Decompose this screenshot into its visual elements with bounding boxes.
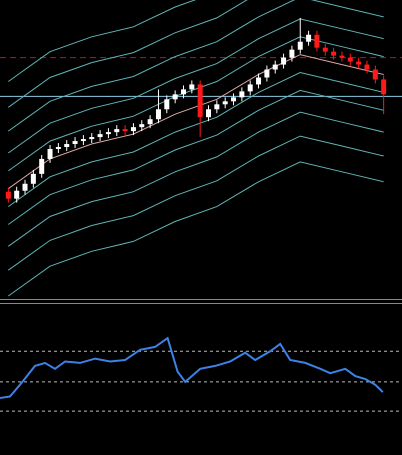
candle-body bbox=[22, 183, 28, 191]
candle-body bbox=[5, 191, 11, 199]
candle-body bbox=[247, 84, 253, 92]
candle-body bbox=[130, 127, 136, 132]
candle-body bbox=[80, 139, 86, 142]
candle-body bbox=[372, 69, 378, 80]
candle-body bbox=[47, 149, 53, 159]
candle-body bbox=[39, 158, 45, 174]
candle-body bbox=[155, 109, 161, 120]
band-line bbox=[8, 0, 248, 108]
band-line bbox=[8, 18, 384, 154]
candle-body bbox=[105, 132, 111, 135]
candle-body bbox=[147, 119, 153, 125]
candle-body bbox=[264, 69, 270, 78]
candle-body bbox=[289, 49, 295, 58]
candle-body bbox=[364, 64, 370, 70]
band-line bbox=[8, 135, 384, 271]
candle-body bbox=[97, 134, 103, 138]
candle-body bbox=[222, 101, 228, 105]
candle-body bbox=[381, 79, 387, 95]
candle-body bbox=[164, 99, 170, 110]
candle-body bbox=[347, 57, 353, 62]
candle-body bbox=[272, 64, 278, 70]
candle-body bbox=[64, 144, 70, 148]
candle-body bbox=[256, 77, 262, 85]
candle-body bbox=[139, 124, 145, 128]
candle-body bbox=[356, 61, 362, 65]
candle-body bbox=[281, 57, 287, 65]
candle-body bbox=[214, 104, 220, 110]
candle-body bbox=[231, 97, 237, 102]
candle-body bbox=[114, 129, 120, 133]
candle-body bbox=[172, 94, 178, 100]
band-line bbox=[8, 89, 384, 225]
band-line bbox=[8, 36, 384, 172]
candle-body bbox=[339, 55, 345, 58]
candle-body bbox=[122, 129, 128, 132]
candle-body bbox=[14, 190, 20, 199]
band-line bbox=[8, 0, 384, 132]
band-line bbox=[8, 161, 384, 297]
candle-body bbox=[55, 147, 61, 149]
oscillator-line bbox=[0, 336, 384, 399]
band-line bbox=[8, 111, 384, 247]
candle-body bbox=[331, 51, 337, 56]
band-line bbox=[8, 71, 384, 208]
candle-body bbox=[89, 137, 95, 140]
candle-body bbox=[314, 34, 320, 48]
candle-body bbox=[239, 91, 245, 98]
candle-body bbox=[30, 173, 36, 184]
band-line bbox=[8, 0, 197, 82]
candle-body bbox=[72, 141, 78, 145]
candle-body bbox=[306, 34, 312, 42]
candle-body bbox=[189, 84, 195, 90]
candle-body bbox=[197, 84, 203, 118]
candle-body bbox=[322, 47, 328, 52]
candle-body bbox=[180, 89, 186, 95]
candle-body bbox=[206, 109, 212, 118]
candle-body bbox=[297, 41, 303, 50]
band-line bbox=[8, 54, 384, 190]
